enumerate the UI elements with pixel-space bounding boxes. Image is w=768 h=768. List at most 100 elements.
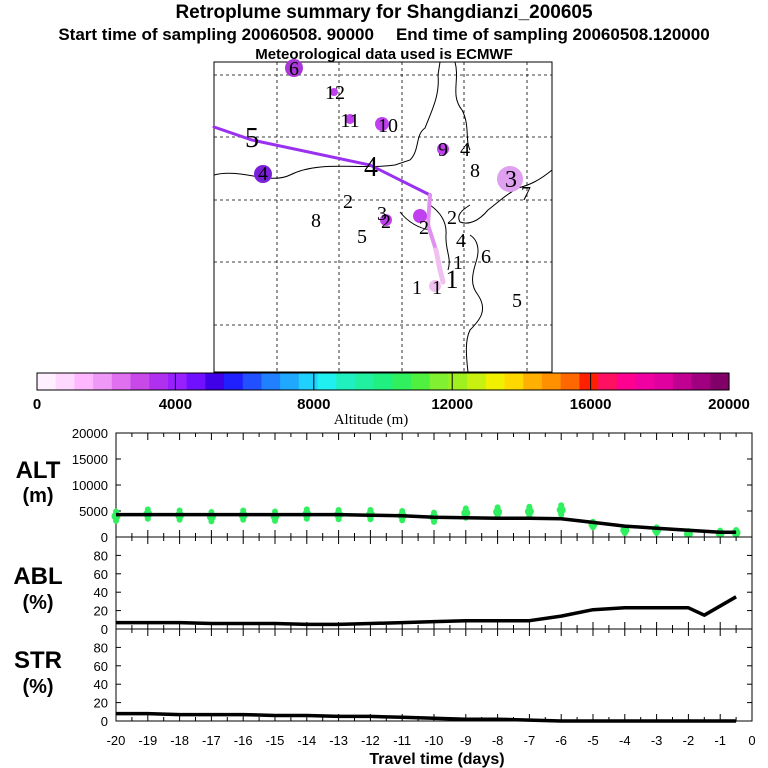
y-tick-label: 80 xyxy=(94,640,108,655)
colorbar-cell xyxy=(429,373,450,390)
cluster-dot xyxy=(285,59,303,77)
cluster-label: 2 xyxy=(419,217,429,239)
cluster-label: 4 xyxy=(258,163,268,185)
x-tick-label: -8 xyxy=(492,733,504,748)
cluster-label: 3 xyxy=(505,167,517,193)
colorbar-tick-label: 16000 xyxy=(570,396,612,413)
colorbar-tick-label: 20000 xyxy=(708,396,750,413)
y-tick-label: 15000 xyxy=(72,452,108,467)
y-tick-label: 5000 xyxy=(79,504,108,519)
start-time-label: Start time of sampling 20060508. 90000 xyxy=(58,25,374,44)
colorbar-cell xyxy=(317,373,337,390)
y-tick-label: 10000 xyxy=(72,478,108,493)
x-tick-label: -2 xyxy=(683,733,695,748)
colorbar-cell xyxy=(467,373,487,390)
colorbar-cell xyxy=(111,373,132,390)
y-tick-label: 0 xyxy=(101,530,108,545)
cluster-label: 2 xyxy=(343,191,353,213)
y-tick-label: 40 xyxy=(94,585,108,600)
abl-panel-frame xyxy=(115,536,753,630)
x-tick-label: -3 xyxy=(651,733,663,748)
colorbar-tick-label: 0 xyxy=(33,396,41,413)
cluster-label: 6 xyxy=(481,246,491,268)
cluster-dot xyxy=(254,165,272,183)
particle-point xyxy=(462,505,469,512)
colorbar-cell xyxy=(224,373,244,390)
colorbar-cell xyxy=(541,373,562,390)
cluster-dots xyxy=(254,59,523,292)
colorbar-cell xyxy=(280,373,300,390)
cluster-label: 10 xyxy=(378,115,398,137)
cluster-dot xyxy=(345,114,355,124)
cluster-dot xyxy=(375,117,389,131)
particle-point xyxy=(399,508,406,514)
particle-point xyxy=(494,504,501,511)
str-series-line xyxy=(116,711,737,723)
colorbar-cell xyxy=(74,373,94,390)
x-tick-label: -7 xyxy=(524,733,536,748)
colorbar-cell xyxy=(579,373,599,390)
y-tick-label: 0 xyxy=(101,714,108,729)
cluster-dot xyxy=(497,166,523,192)
colorbar-tick-label: 8000 xyxy=(297,396,330,413)
abl-series-line xyxy=(116,595,737,627)
x-tick-label: -15 xyxy=(266,733,285,748)
cluster-labels: 1 1 1 1 2 2 2 2 3 3 4 4 4 4 5 5 5 6 6 7 … xyxy=(245,58,531,312)
y-tick-label: 60 xyxy=(94,659,108,674)
colorbar-cell xyxy=(598,373,618,390)
x-tick-label: -6 xyxy=(555,733,567,748)
x-tick-label: -11 xyxy=(393,733,411,748)
alt-panel: 20000 15000 10000 5000 0 xyxy=(72,426,753,545)
cluster-dot xyxy=(413,209,427,223)
cluster-dot xyxy=(429,280,441,292)
particle-point xyxy=(335,507,342,513)
x-tick-label: -14 xyxy=(297,733,316,748)
alt-panel-label: ALT xyxy=(16,457,61,484)
particle-point xyxy=(240,507,247,514)
colorbar-cell xyxy=(411,373,431,390)
cluster-label: 4 xyxy=(460,139,470,161)
str-panel-unit: (%) xyxy=(22,676,53,698)
particle-point xyxy=(556,505,566,515)
y-tick-label: 60 xyxy=(94,567,108,582)
abl-panel-unit: (%) xyxy=(22,592,53,614)
panel-labels: ALT (m) ABL (%) STR (%) xyxy=(13,457,62,698)
x-tick-label: -10 xyxy=(425,733,444,748)
y-tick-label: 20 xyxy=(94,604,108,619)
colorbar-cell xyxy=(130,373,150,390)
colorbar-cell xyxy=(167,373,188,390)
colorbar-cell xyxy=(149,373,169,390)
sampling-times: Start time of sampling 20060508. 90000 En… xyxy=(0,25,768,45)
map-gridlines xyxy=(214,62,552,372)
cluster-label: 5 xyxy=(512,290,522,312)
colorbar-axis-label: Altitude (m) xyxy=(334,412,409,428)
colorbar-cell xyxy=(485,373,506,390)
y-tick-label: 0 xyxy=(101,622,108,637)
colorbar-cell xyxy=(261,373,281,390)
cluster-label: 11 xyxy=(340,110,359,132)
particle-point xyxy=(493,507,503,517)
abl-panel: 80 60 40 20 0 xyxy=(94,536,753,637)
y-tick-label: 80 xyxy=(94,548,108,563)
cluster-label: 6 xyxy=(289,58,299,80)
colorbar-cell xyxy=(242,373,263,390)
met-data-label: Meteorological data used is ECMWF xyxy=(255,46,513,63)
colorbar-cell xyxy=(560,373,580,390)
particle-point xyxy=(303,506,310,513)
particle-point xyxy=(526,503,533,510)
colorbar-cell xyxy=(373,373,393,390)
particle-point xyxy=(461,508,471,518)
colorbar-cell xyxy=(186,373,206,390)
page-title: Retroplume summary for Shangdianzi_20060… xyxy=(175,2,593,23)
particle-point xyxy=(367,507,374,513)
particle-point xyxy=(524,507,534,516)
colorbar-cell xyxy=(448,373,468,390)
y-tick-label: 20 xyxy=(94,696,108,711)
colorbar-cell xyxy=(55,373,75,390)
x-tick-label: -18 xyxy=(170,733,189,748)
trajectory-tracks xyxy=(212,125,446,285)
track-end xyxy=(433,247,446,285)
colorbar-cell xyxy=(616,373,637,390)
colorbar-cell xyxy=(354,373,375,390)
x-axis-label: Travel time (days) xyxy=(369,751,504,768)
